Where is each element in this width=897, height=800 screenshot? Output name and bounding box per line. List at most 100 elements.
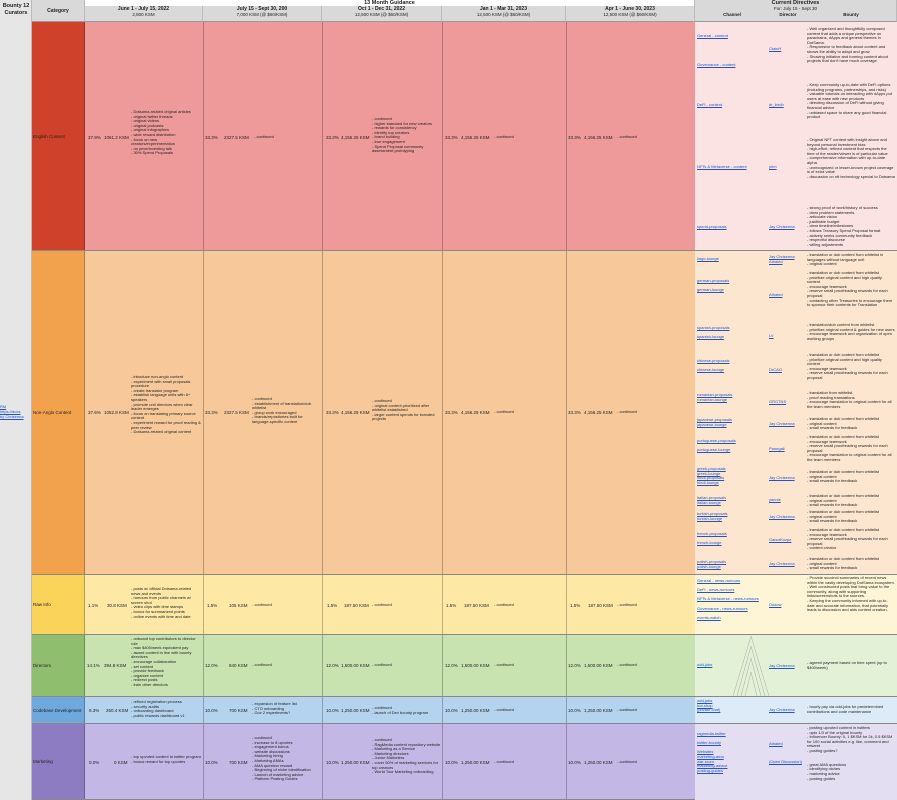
divider [322, 575, 323, 634]
channel-romanian[interactable]: romanian-proposals romanian-lounge [697, 392, 733, 402]
raw-p4-notes: - continued [494, 602, 514, 607]
guidance-title: 13 Month Guidance [364, 0, 415, 6]
director-spend-proposals[interactable]: Jay Chrisenna [769, 224, 795, 229]
bounty-spend-proposals: - strong proof of work/history of succes… [807, 205, 881, 247]
directors-p3-ksm: 1,500.00 KSM [341, 663, 370, 668]
docs-link[interactable]: RM https://docs by Chrisenna [0, 404, 24, 419]
director-marketing[interactable]: Athaled (Open Discussion) [769, 741, 802, 765]
channel-german[interactable]: german-proposals german-lounge [697, 278, 730, 293]
period-3-sub: 12,500 KSM (@ $60/KSM) [354, 12, 409, 17]
directives-directors: odd-jobs Jay Chrisenna - agreed payment … [695, 635, 897, 697]
directors-p5-ksm: 1,500.00 KSM [584, 663, 613, 668]
codebase-p1-pct: 9.3% [89, 708, 100, 713]
director-bot-shop[interactable]: Jay Chrisenna [769, 707, 795, 712]
category-directors: Directors [32, 635, 85, 696]
period-3-label: Oct 1 - Dec 31, 2022 [358, 6, 405, 12]
codebase-p4-ksm: 1,250.00 KSM [461, 708, 490, 713]
marketing-p5-pct: 10.0% [568, 760, 581, 765]
channel-general-content[interactable]: General - content [697, 33, 728, 38]
divider [566, 251, 567, 574]
director-nfts-metaverse-content[interactable]: yrim [769, 164, 777, 169]
channel-japanese[interactable]: japanese-proposals japanese-lounge [697, 417, 732, 427]
channel-bot-shop[interactable]: odd-jobs bot-shop (private chat) [697, 698, 721, 713]
raw-p2-pct: 1.5% [207, 603, 218, 608]
director-news-rumours[interactable]: Dodow [769, 602, 782, 607]
divider [203, 724, 204, 799]
channel-odd-jobs[interactable]: odd-jobs [697, 662, 713, 667]
header-category: Category [32, 0, 85, 22]
channel-greek-hindi[interactable]: greek-proposals greek-lounge hindi-propo… [697, 466, 726, 485]
bounty-spanish: - translation/dub content from whitelist… [807, 322, 895, 341]
category-english: English Content [32, 22, 85, 250]
directors-p2-notes: - continued [252, 662, 272, 667]
director-romanian[interactable]: GRGTNS [769, 399, 787, 404]
period-5-label: Apr 1 - June 30, 2023 [605, 6, 655, 12]
category-marketing: Marketing [32, 724, 85, 799]
channel-italian[interactable]: italian-proposals italian-lounge [697, 495, 727, 505]
channel-marketing-list[interactable]: ragmedia-twitter twitter-bounty Websites… [697, 731, 728, 773]
divider [442, 635, 443, 696]
marketing-p2-pct: 10.0% [205, 760, 218, 765]
director-german[interactable]: Athaled [769, 292, 783, 297]
channel-lingo-lounge[interactable]: lingo-lounge [697, 256, 719, 261]
period-2-label: July 15 - Sept 30, 200 [236, 6, 288, 12]
english-p1-pct: 37.9% [88, 135, 101, 140]
row-codebase-development: Codebase Development 9.3% 260.4 KSM - re… [32, 697, 695, 724]
channel-turkish[interactable]: turkish-proposals turkish-lounge [697, 511, 728, 521]
director-odd-jobs[interactable]: Jay Chrisenna [769, 663, 795, 668]
channel-french[interactable]: french-proposals french-lounge [697, 531, 727, 546]
header-period-2: July 15 - Sept 30, 200 7,000 KSM (@ $60/… [203, 6, 322, 22]
row-english-content: English Content 37.9% 1061.2 KSM - Dotsa… [32, 22, 695, 251]
nonanglo-p2-pct: 33.3% [205, 410, 218, 415]
directives-nonanglo: lingo-lounge Jay Chrisenna Athaled - tra… [695, 251, 897, 575]
director-french[interactable]: GaborKozpe [769, 537, 792, 542]
nonanglo-p4-pct: 33.3% [445, 410, 458, 415]
bounty-lingo-lounge: - translation or dub content from whitel… [807, 252, 884, 267]
directors-p1-ksm: 394.8 KSM [104, 663, 127, 668]
codebase-p4-notes: - continued [494, 707, 514, 712]
category-nonanglo: Non-Anglo Content [32, 251, 85, 574]
channel-news-rumours[interactable]: General - news-rumours DeFi - news-rumou… [697, 578, 759, 620]
bounty-bot-shop: - hourly pay via odd-jobs for predetermi… [807, 704, 884, 714]
director-turkish[interactable]: Jay Chrisenna [769, 514, 795, 519]
english-p4-notes: - continued [494, 134, 514, 139]
channel-nfts-metaverse-content[interactable]: NFTs & Metaverse - content [697, 164, 747, 169]
channel-spend-proposals[interactable]: spend-proposals [697, 224, 727, 229]
directors-p2-pct: 12.0% [205, 663, 218, 668]
codebase-p2-ksm: 700 KSM [229, 708, 248, 713]
director-italian[interactable]: yannie [769, 497, 781, 502]
channel-defi-content[interactable]: DeFi - content [697, 102, 723, 107]
divider [322, 251, 323, 574]
bounty-italian: - translation or dub content from whitel… [807, 493, 880, 508]
marketing-p4-ksm: 1,250.00 KSM [461, 760, 490, 765]
director-chinese[interactable]: DrCAO [769, 367, 782, 372]
directives-title: Current Directives [771, 0, 820, 6]
director-general-content[interactable]: CtainH [769, 46, 782, 51]
director-greek-hindi[interactable]: Jay Chrisenna [769, 475, 795, 480]
directors-p5-notes: - continued [617, 662, 637, 667]
channel-polish[interactable]: polish-proposals polish-lounge [697, 559, 727, 569]
english-p2-ksm: 2327.5 KSM [224, 135, 249, 140]
divider [566, 697, 567, 723]
director-spanish[interactable]: LV [769, 333, 774, 338]
header-period-1: June 1 - July 15, 2022 2,800 KSM [85, 6, 203, 22]
english-p5-pct: 33.3% [568, 135, 581, 140]
raw-p3-notes: - continued [372, 602, 392, 607]
director-polish[interactable]: Jay Chrisenna [769, 561, 795, 566]
divider [442, 251, 443, 574]
channel-portuguese[interactable]: portuguese-proposals portuguese-lounge [697, 438, 736, 453]
channel-governance-content[interactable]: Governance - content [697, 62, 736, 67]
director-lingo-lounge[interactable]: Jay Chrisenna Athaled [769, 254, 795, 264]
channel-spanish[interactable]: spanish-proposals spanish-lounge [697, 325, 730, 340]
divider [322, 697, 323, 723]
director-defi-content[interactable]: dr_birdh [769, 102, 784, 107]
nonanglo-p5-pct: 33.3% [568, 410, 581, 415]
divider [566, 575, 567, 634]
bounty-polish: - translation or dub content from whitel… [807, 556, 880, 571]
nonanglo-p3-ksm: 4,156.25 KSM [341, 410, 370, 415]
channel-chinese[interactable]: chinese-proposals chinese-lounge [697, 358, 730, 373]
period-5-sub: 12,500 KSM (@ $60/KSM) [603, 12, 657, 17]
director-portuguese[interactable]: Panegali [769, 446, 785, 451]
header-period-3: Oct 1 - Dec 31, 2022 12,500 KSM (@ $60/K… [322, 6, 442, 22]
director-japanese[interactable]: Jay Chrisenna [769, 421, 795, 426]
